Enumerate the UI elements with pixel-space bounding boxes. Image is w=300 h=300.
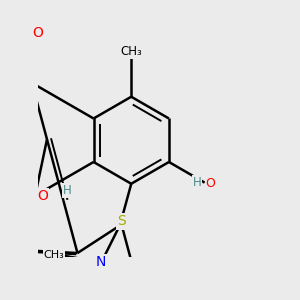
Text: H: H <box>193 176 202 189</box>
Text: S: S <box>117 214 126 229</box>
Text: CH₃: CH₃ <box>120 45 142 58</box>
Text: O: O <box>206 177 216 190</box>
Text: H: H <box>63 184 72 197</box>
Text: O: O <box>32 26 43 40</box>
Text: CH₃: CH₃ <box>44 250 64 260</box>
Text: N: N <box>96 256 106 269</box>
Text: O: O <box>37 189 48 203</box>
